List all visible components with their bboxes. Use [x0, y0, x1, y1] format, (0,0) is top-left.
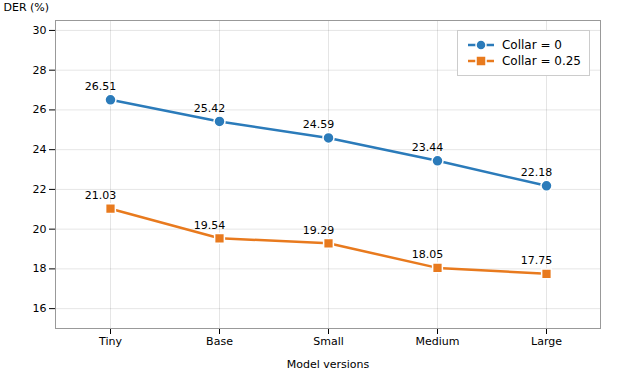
svg-text:Large: Large [531, 335, 562, 348]
svg-text:17.75: 17.75 [521, 254, 553, 267]
svg-text:Base: Base [206, 335, 233, 348]
svg-text:30: 30 [33, 24, 47, 37]
html-text:Collar = 0.25: Collar = 0.25 [501, 54, 581, 68]
svg-text:DER (%): DER (%) [4, 1, 50, 14]
svg-text:24.59: 24.59 [303, 118, 335, 131]
svg-text:Medium: Medium [416, 335, 460, 348]
svg-text:19.29: 19.29 [303, 224, 335, 237]
svg-text:18: 18 [33, 262, 47, 275]
svg-text:16: 16 [33, 302, 47, 315]
svg-text:Tiny: Tiny [98, 335, 122, 348]
svg-text:18.05: 18.05 [412, 248, 444, 261]
svg-text:Model versions: Model versions [287, 358, 370, 370]
svg-text:19.54: 19.54 [194, 219, 226, 232]
svg-text:24: 24 [33, 143, 47, 156]
svg-text:28: 28 [33, 64, 47, 77]
svg-text:21.03: 21.03 [85, 189, 117, 202]
svg-text:22.18: 22.18 [521, 166, 553, 179]
svg-text:25.42: 25.42 [194, 102, 226, 115]
svg-text:20: 20 [33, 223, 47, 236]
svg-text:26: 26 [33, 103, 47, 116]
html-text:Collar = 0: Collar = 0 [501, 38, 562, 52]
svg-text:23.44: 23.44 [412, 141, 444, 154]
svg-text:26.51: 26.51 [85, 80, 117, 93]
svg-text:Small: Small [313, 335, 344, 348]
svg-text:22: 22 [33, 183, 47, 196]
